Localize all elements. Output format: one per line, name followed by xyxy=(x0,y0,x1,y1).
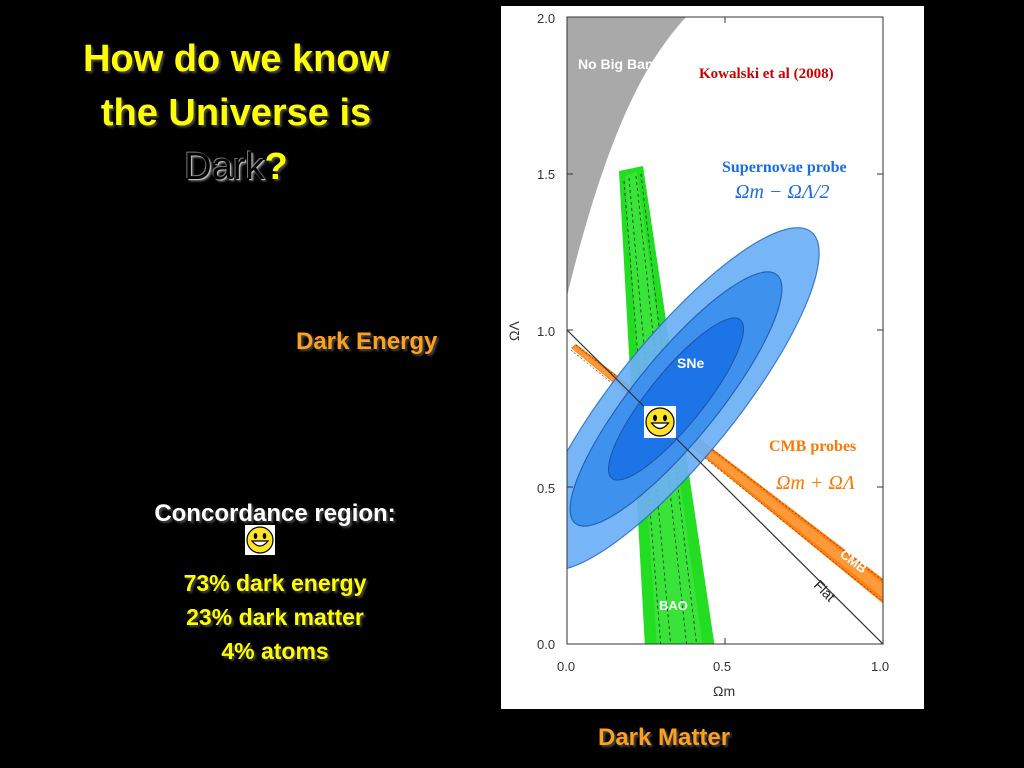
citation-label: Kowalski et al (2008) xyxy=(699,66,834,82)
smiley-face-icon xyxy=(245,525,275,555)
cmb-probes-label: CMB probes xyxy=(769,438,856,455)
title-line-2: the Universe is xyxy=(100,92,372,134)
ytick-0-0: 0.0 xyxy=(537,637,555,652)
dark-energy-label: Dark Energy xyxy=(296,328,438,355)
ytick-0-5: 0.5 xyxy=(537,481,555,496)
dark-matter-label: Dark Matter xyxy=(598,724,731,751)
omega-constraint-plot: 2.0 1.5 1.0 0.5 0.0 0.0 0.5 1.0 Ωm ΩΛ No… xyxy=(501,6,924,709)
cmb-formula: Ωm + ΩΛ xyxy=(776,472,855,494)
ytick-1-0: 1.0 xyxy=(537,324,555,339)
fraction-dark-energy: 73% dark energy xyxy=(183,570,367,596)
concordance-label: Concordance region: xyxy=(154,500,396,527)
slide-title: How do we know the Universe is Dark? xyxy=(20,32,452,194)
sne-label: SNe xyxy=(677,355,704,371)
ytick-2-0: 2.0 xyxy=(537,11,555,26)
y-axis-label: ΩΛ xyxy=(506,321,522,341)
xtick-0-5: 0.5 xyxy=(713,659,731,674)
xtick-1-0: 1.0 xyxy=(871,659,889,674)
composition-list: 73% dark energy 23% dark matter 4% atoms xyxy=(100,566,450,668)
ytick-1-5: 1.5 xyxy=(537,167,555,182)
no-big-bang-label: No Big Bang xyxy=(578,56,662,72)
bao-label: BAO xyxy=(659,598,688,613)
fraction-atoms: 4% atoms xyxy=(221,638,329,664)
title-dark-word: Dark xyxy=(184,146,265,188)
title-question-mark: ? xyxy=(264,146,288,188)
flat-label: Flat xyxy=(811,577,839,605)
x-axis-label: Ωm xyxy=(713,683,735,699)
xtick-0-0: 0.0 xyxy=(557,659,575,674)
sne-formula: Ωm − ΩΛ/2 xyxy=(735,181,830,203)
title-line-1: How do we know xyxy=(82,38,390,80)
title-line-3: Dark? xyxy=(20,140,452,194)
sne-contours xyxy=(567,227,820,571)
tick-marks xyxy=(567,16,884,645)
flat-line xyxy=(567,329,883,644)
supernovae-probe-label: Supernovae probe xyxy=(722,159,847,176)
no-big-bang-region xyxy=(567,17,686,296)
fraction-dark-matter: 23% dark matter xyxy=(186,604,364,630)
concordance-smiley-icon xyxy=(644,406,676,438)
